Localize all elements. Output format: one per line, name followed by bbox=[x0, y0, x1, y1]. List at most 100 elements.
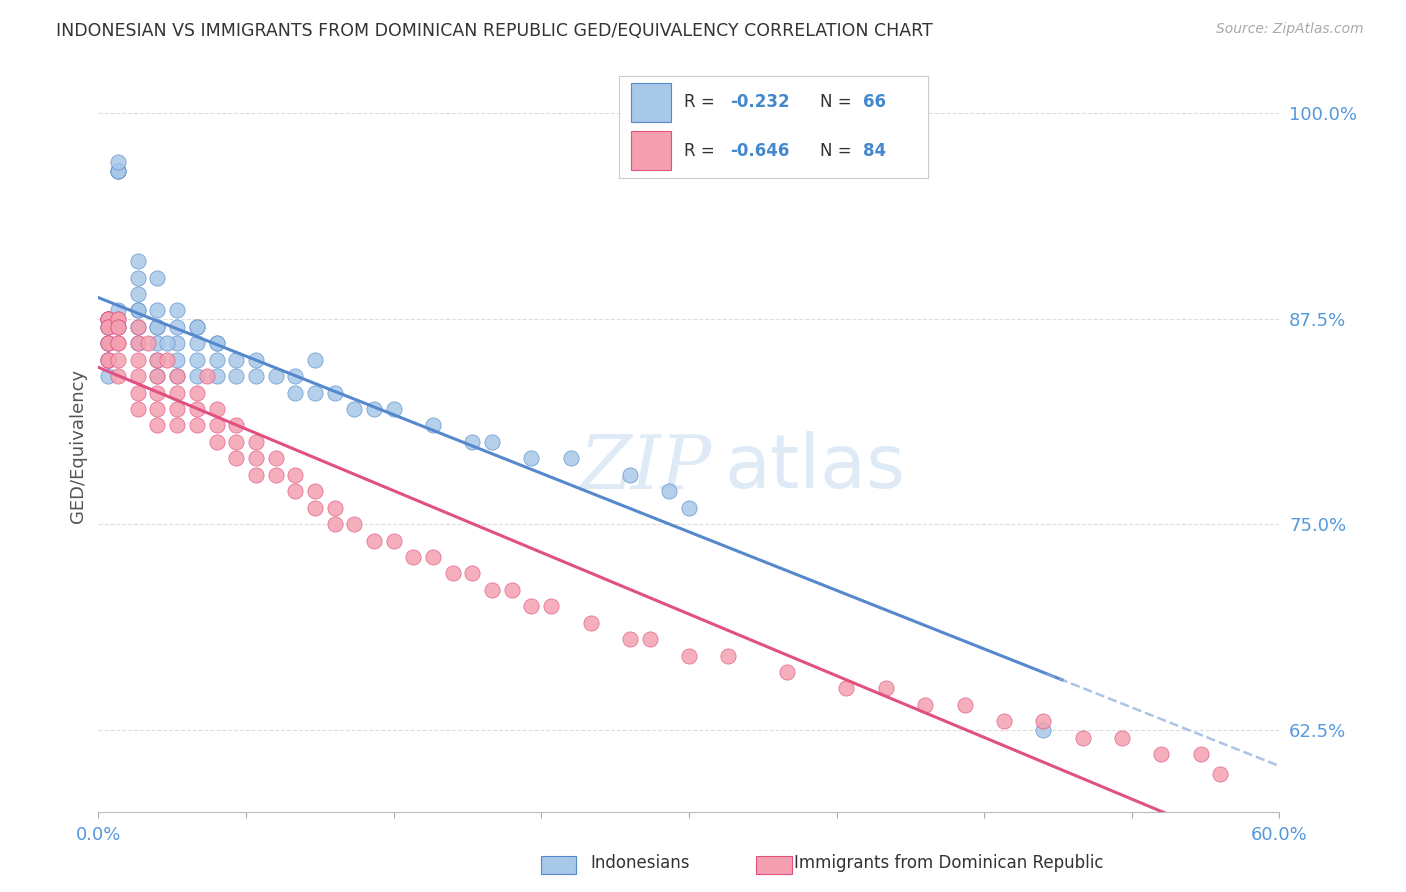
Point bbox=[658, 484, 681, 499]
Point bbox=[245, 434, 267, 449]
Point bbox=[520, 599, 543, 614]
Point bbox=[186, 418, 208, 433]
Point bbox=[97, 311, 120, 326]
Point bbox=[363, 402, 385, 417]
Point bbox=[146, 352, 169, 367]
Point bbox=[264, 467, 287, 482]
Text: 66: 66 bbox=[863, 94, 886, 112]
Point bbox=[186, 352, 208, 367]
Point bbox=[186, 336, 208, 351]
Bar bbox=[631, 83, 671, 122]
Point bbox=[107, 303, 129, 318]
Text: N =: N = bbox=[820, 94, 856, 112]
Point bbox=[225, 451, 247, 466]
Point bbox=[166, 352, 188, 367]
Point bbox=[146, 352, 169, 367]
Point bbox=[520, 451, 543, 466]
Point bbox=[146, 402, 169, 417]
Point bbox=[1150, 747, 1173, 762]
Point bbox=[97, 336, 120, 351]
Point bbox=[97, 352, 120, 367]
Point bbox=[245, 451, 267, 466]
Text: ZIP: ZIP bbox=[581, 432, 713, 504]
Point bbox=[304, 484, 326, 499]
Point bbox=[422, 549, 444, 564]
Point bbox=[186, 319, 208, 334]
Point bbox=[186, 402, 208, 417]
Point bbox=[127, 369, 149, 384]
Point bbox=[343, 402, 366, 417]
Point bbox=[343, 517, 366, 532]
Point bbox=[127, 270, 149, 285]
Point bbox=[225, 352, 247, 367]
Point bbox=[304, 385, 326, 400]
Point bbox=[461, 566, 484, 581]
Point bbox=[97, 311, 120, 326]
Point bbox=[136, 336, 159, 351]
Point bbox=[166, 402, 188, 417]
Text: 84: 84 bbox=[863, 142, 886, 160]
Point bbox=[97, 336, 120, 351]
Text: Source: ZipAtlas.com: Source: ZipAtlas.com bbox=[1216, 22, 1364, 37]
Point bbox=[304, 500, 326, 515]
Point bbox=[1189, 747, 1212, 762]
Point bbox=[323, 500, 346, 515]
Point bbox=[127, 402, 149, 417]
Point bbox=[245, 352, 267, 367]
Point bbox=[166, 303, 188, 318]
Point bbox=[166, 369, 188, 384]
Point bbox=[166, 319, 188, 334]
Text: -0.232: -0.232 bbox=[730, 94, 790, 112]
Point bbox=[97, 319, 120, 334]
Point bbox=[97, 311, 120, 326]
Point bbox=[717, 648, 740, 663]
Point bbox=[127, 336, 149, 351]
Point bbox=[97, 319, 120, 334]
Point bbox=[323, 517, 346, 532]
Point bbox=[441, 566, 464, 581]
Point bbox=[127, 287, 149, 301]
Point bbox=[205, 352, 228, 367]
Text: R =: R = bbox=[683, 94, 720, 112]
Point bbox=[1071, 731, 1094, 745]
Point bbox=[127, 352, 149, 367]
Text: INDONESIAN VS IMMIGRANTS FROM DOMINICAN REPUBLIC GED/EQUIVALENCY CORRELATION CHA: INDONESIAN VS IMMIGRANTS FROM DOMINICAN … bbox=[56, 22, 934, 40]
Point bbox=[166, 385, 188, 400]
Point bbox=[501, 582, 523, 597]
Point bbox=[225, 418, 247, 433]
Point bbox=[481, 582, 503, 597]
Point bbox=[225, 369, 247, 384]
Point bbox=[284, 369, 307, 384]
Y-axis label: GED/Equivalency: GED/Equivalency bbox=[69, 369, 87, 523]
Point bbox=[382, 402, 405, 417]
Point bbox=[638, 632, 661, 647]
Point bbox=[97, 319, 120, 334]
Point bbox=[363, 533, 385, 548]
Point bbox=[540, 599, 562, 614]
Point bbox=[678, 500, 700, 515]
Text: 60.0%: 60.0% bbox=[1251, 826, 1308, 845]
Point bbox=[186, 369, 208, 384]
Point bbox=[156, 352, 179, 367]
Point bbox=[205, 336, 228, 351]
Point bbox=[127, 319, 149, 334]
Point bbox=[678, 648, 700, 663]
Point bbox=[107, 369, 129, 384]
Point bbox=[107, 311, 129, 326]
Point bbox=[97, 311, 120, 326]
Point bbox=[146, 369, 169, 384]
Point bbox=[156, 336, 179, 351]
Point bbox=[914, 698, 936, 712]
Point bbox=[97, 311, 120, 326]
Point bbox=[107, 163, 129, 178]
Point bbox=[146, 270, 169, 285]
Point bbox=[97, 369, 120, 384]
Point bbox=[166, 418, 188, 433]
Point bbox=[166, 336, 188, 351]
Point bbox=[107, 319, 129, 334]
Point bbox=[97, 336, 120, 351]
Point bbox=[205, 369, 228, 384]
Text: 0.0%: 0.0% bbox=[76, 826, 121, 845]
Point bbox=[245, 369, 267, 384]
Point bbox=[619, 467, 641, 482]
